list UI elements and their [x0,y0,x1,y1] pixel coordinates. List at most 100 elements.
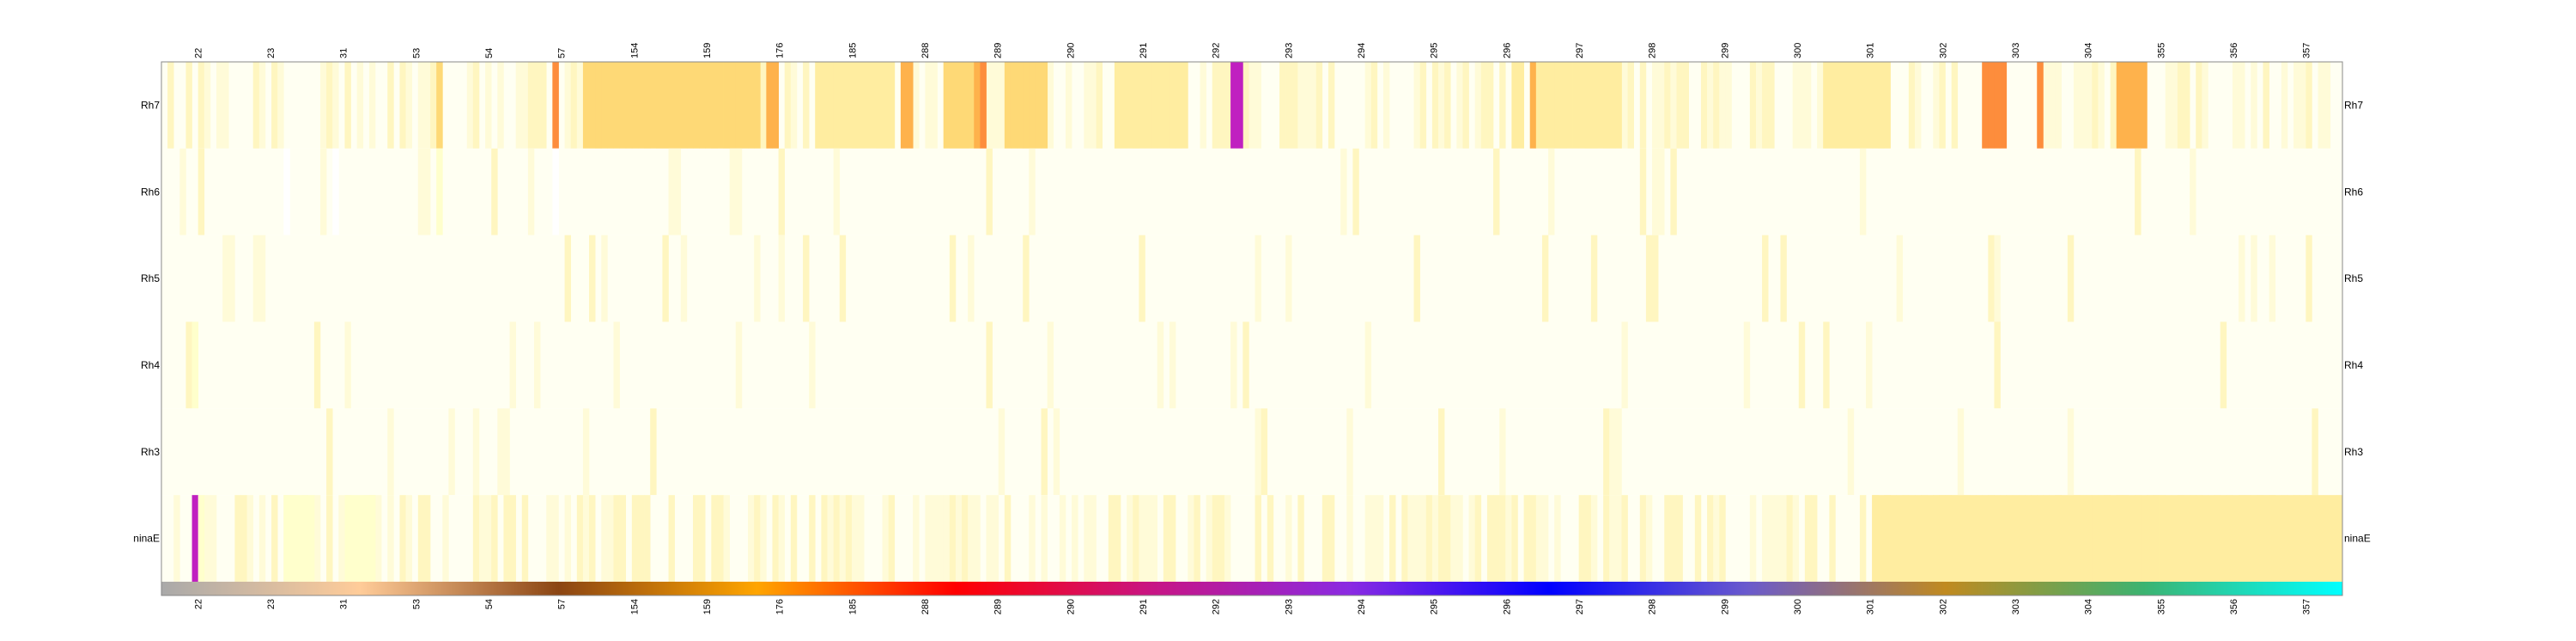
heatmap-cell [2135,148,2142,235]
column-tick-label-top: 176 [775,43,786,58]
heatmap-cell [1127,62,1133,149]
heatmap-cell [1389,495,1396,582]
heatmap-cell [1450,495,1457,582]
heatmap-cell [1670,148,1677,235]
heatmap-cell [1041,495,1048,582]
row-labels-left: Rh7 Rh6 Rh5 Rh4 Rh3 ninaE [133,99,160,544]
heatmap-cell [1242,321,1249,409]
heatmap-cell [937,495,945,582]
heatmap-cell [1694,495,1702,582]
heatmap-cell [2251,235,2257,322]
column-tick-label-bottom: 296 [1502,599,1512,614]
heatmap-cell [1188,495,1194,582]
heatmap-cell [1212,62,1219,149]
heatmap-cell [289,495,296,582]
heatmap-cell [1224,495,1231,582]
heatmap-cell [1951,62,1959,149]
heatmap-cell [1847,408,1855,496]
heatmap-cell [1615,408,1622,496]
heatmap-cell [2257,495,2263,582]
heatmap-cell [1994,62,2001,149]
heatmap-cell [998,62,1005,149]
row-background-Rh6 [161,148,2342,235]
heatmap-cell [1474,62,1482,149]
heatmap-cell [1456,495,1463,582]
heatmap-cell [986,148,993,235]
heatmap-cell [1951,495,1959,582]
heatmap-cell [1249,62,1255,149]
heatmap-cell [1535,62,1543,149]
heatmap-cell [1859,495,1867,582]
heatmap-cell [1872,62,1879,149]
heatmap-cell [644,495,651,582]
heatmap-cell [1029,62,1036,149]
heatmap-cell [1548,62,1555,149]
heatmap-cell [1927,495,1934,582]
heatmap-cell [1499,495,1506,582]
heatmap-cell [2073,495,2081,582]
heatmap-cell [2318,495,2325,582]
heatmap-cell [858,62,865,149]
heatmap-cell [1615,495,1622,582]
heatmap-cell [466,62,474,149]
heatmap-cell [1041,408,1048,496]
heatmap-cell [1480,62,1488,149]
heatmap-cell [338,495,345,582]
heatmap-cell [656,62,663,149]
heatmap-cell [472,408,480,496]
heatmap-cell [2128,62,2136,149]
heatmap-cell [295,495,303,582]
heatmap-cell [570,62,578,149]
heatmap-cell [2293,62,2300,149]
heatmap-cell [986,495,993,582]
heatmap-cell [350,495,358,582]
heatmap-cell [827,62,835,149]
heatmap-cell [497,62,504,149]
heatmap-cell [1029,148,1036,235]
column-tick-label-top: 296 [1502,43,1512,58]
heatmap-cell [766,62,773,149]
heatmap-cell [2177,62,2184,149]
heatmap-cell [925,62,932,149]
heatmap-cell [1352,148,1359,235]
row-label-right: Rh5 [2344,272,2363,284]
heatmap-cell [1486,495,1494,582]
heatmap-cell [2245,495,2251,582]
heatmap-cell [955,62,963,149]
heatmap-cell [1621,495,1628,582]
row-label-left: ninaE [133,533,160,545]
heatmap-cell [1884,62,1891,149]
heatmap-cell [748,62,755,149]
heatmap-cell [2300,495,2306,582]
heatmap-cell [2086,62,2093,149]
column-tick-label-top: 185 [848,43,858,58]
heatmap-cell [1817,62,1824,149]
heatmap-cell [2190,495,2196,582]
column-tick-label-bottom: 300 [1793,599,1803,614]
heatmap-cell [271,62,278,149]
heatmap-cell [368,62,376,149]
heatmap-cell [2055,495,2063,582]
heatmap-cell [790,495,798,582]
heatmap-cell [2263,495,2270,582]
heatmap-cell [1768,62,1775,149]
heatmap-cell [2073,62,2081,149]
heatmap-cell [974,495,981,582]
heatmap-cell [283,148,290,235]
heatmap-cell [686,62,694,149]
heatmap-cell [803,235,810,322]
heatmap-cell [2251,495,2257,582]
heatmap-cell [1639,495,1647,582]
heatmap-cell [589,62,596,149]
heatmap-cell [650,62,657,149]
heatmap-cell [619,62,627,149]
heatmap-cell [2122,62,2129,149]
heatmap-cell [1554,495,1561,582]
heatmap-cell [968,235,975,322]
column-tick-label-bottom: 185 [848,599,858,614]
heatmap-cell [2184,62,2190,149]
heatmap-cell [1578,495,1586,582]
heatmap-cell [1639,62,1647,149]
heatmap-cell [1957,408,1965,496]
heatmap-cell [2275,495,2282,582]
